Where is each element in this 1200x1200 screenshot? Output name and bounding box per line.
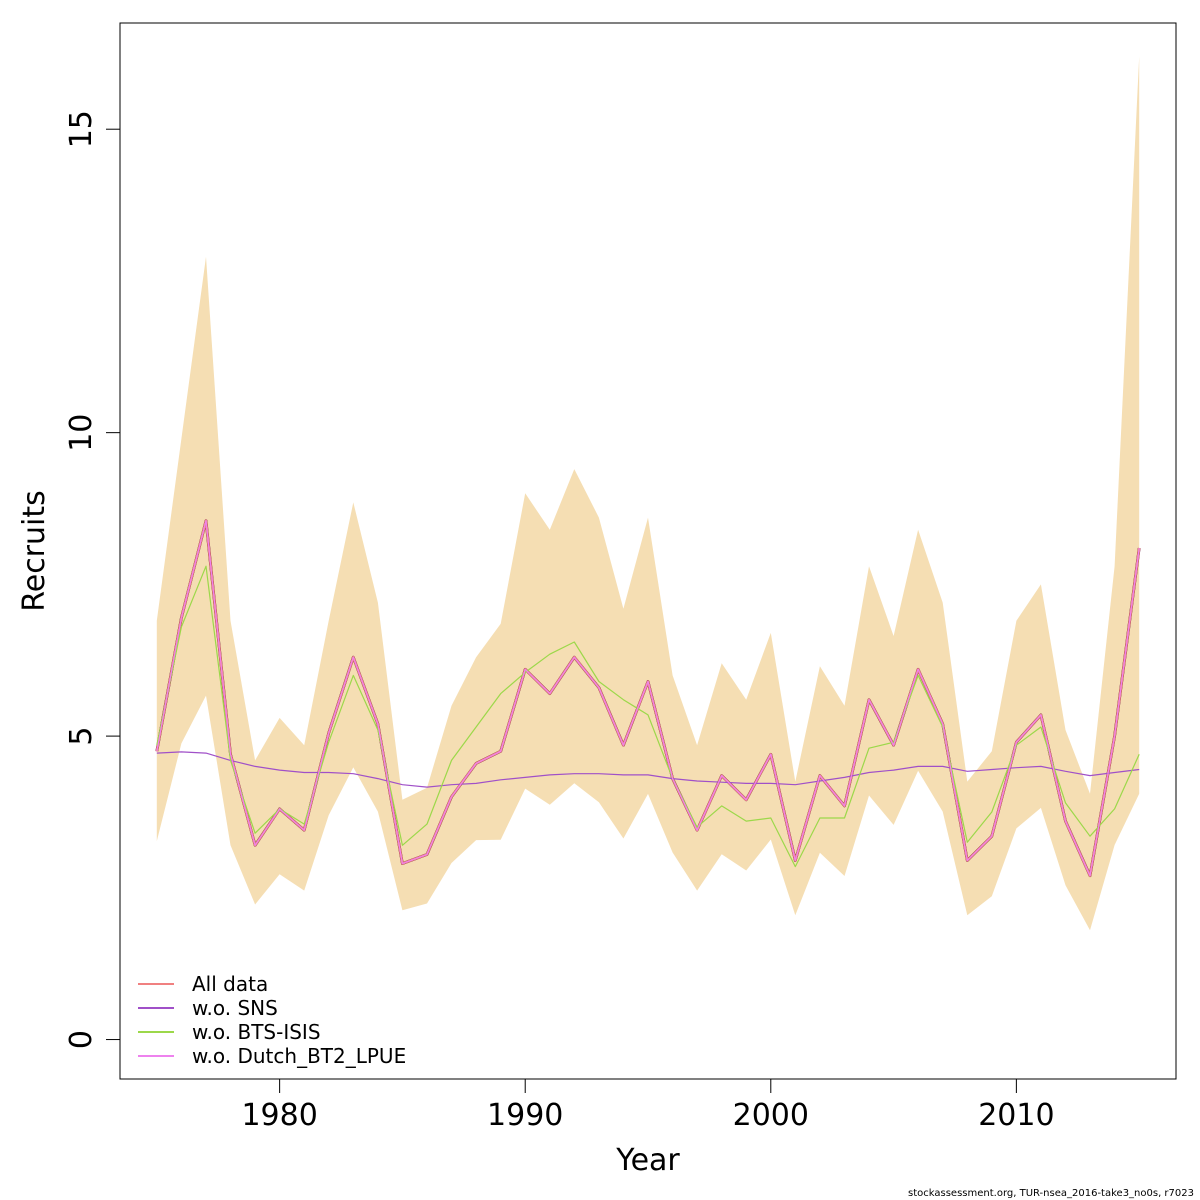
y-axis: 0 5 10 15 — [64, 110, 121, 1049]
series-line-w-o-sns — [156, 751, 1140, 788]
x-axis-title: Year — [615, 1143, 680, 1178]
confidence-band-layer — [156, 56, 1140, 931]
y-tick-label: 0 — [64, 1030, 99, 1049]
legend-label: All data — [192, 972, 268, 996]
x-tick-label: 2000 — [733, 1098, 809, 1133]
confidence-band — [156, 56, 1140, 931]
legend-label: w.o. Dutch_BT2_LPUE — [192, 1044, 406, 1068]
x-tick-label: 1990 — [487, 1098, 563, 1133]
series-line-w-o-bts-isis — [156, 565, 1140, 868]
y-tick-label: 15 — [64, 110, 99, 148]
x-axis: 1980 1990 2000 2010 — [241, 1078, 1055, 1133]
x-tick-label: 1980 — [241, 1098, 317, 1133]
legend-label: w.o. BTS-ISIS — [192, 1020, 321, 1044]
y-tick-label: 5 — [64, 727, 99, 746]
footer-note: stockassessment.org, TUR-nsea_2016-take3… — [908, 1188, 1194, 1199]
series-line-w-o-dutch-bt2-lpue — [156, 520, 1140, 877]
y-tick-label: 10 — [64, 414, 99, 452]
y-axis-title: Recruits — [17, 490, 52, 612]
legend-label: w.o. SNS — [192, 996, 278, 1020]
x-tick-label: 2010 — [978, 1098, 1054, 1133]
series-layer — [155, 519, 1141, 878]
